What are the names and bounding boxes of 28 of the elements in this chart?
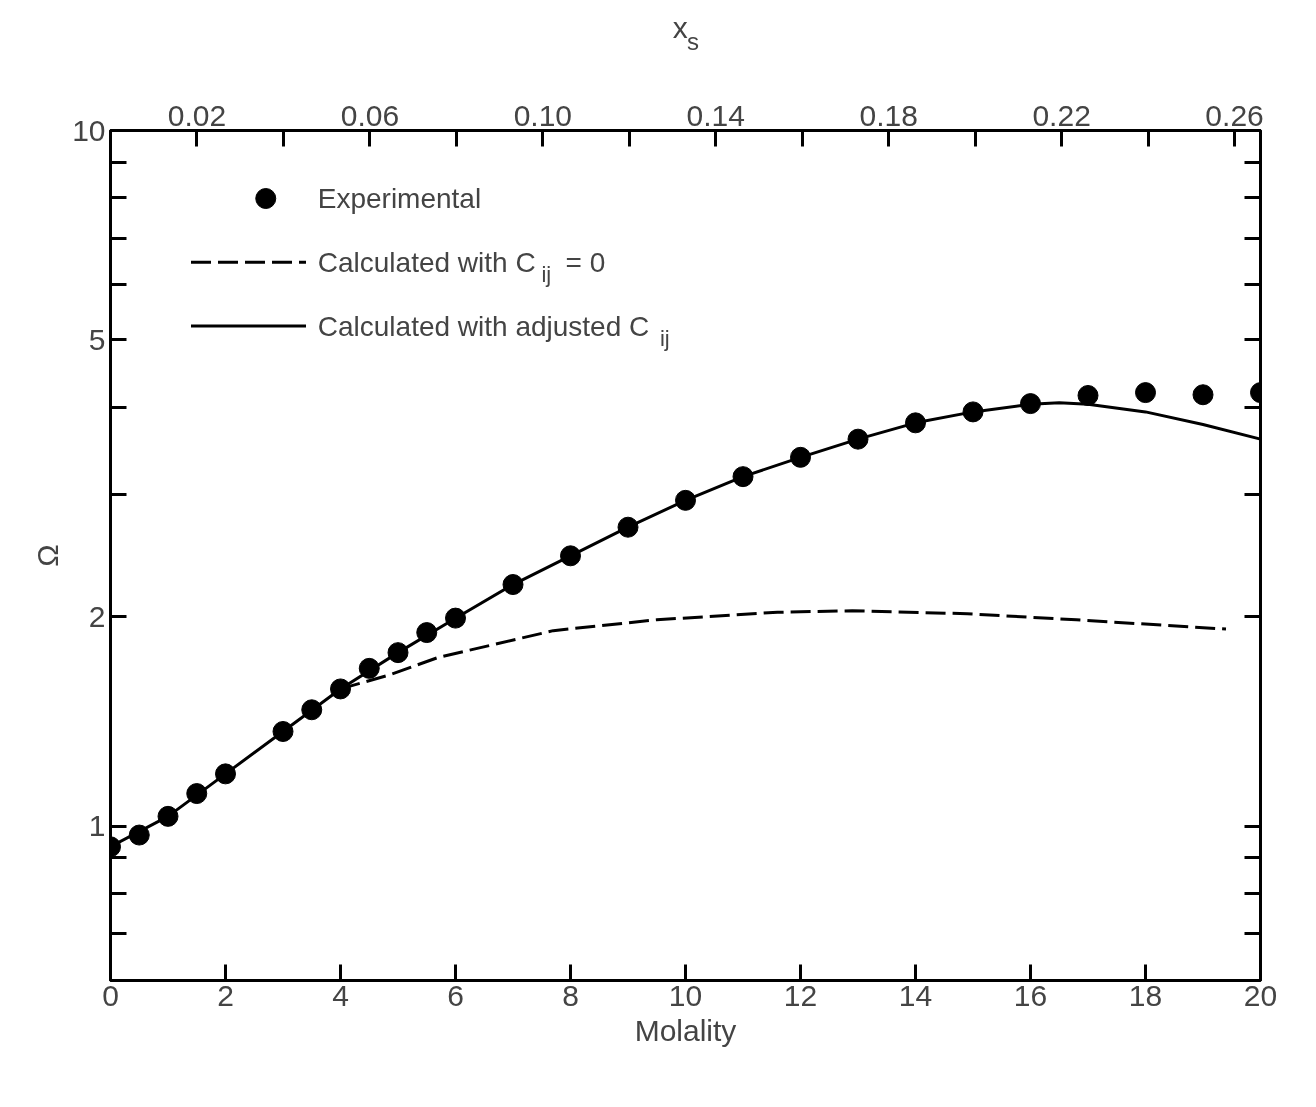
y-axis-title: Ω [31,544,65,567]
y-tick-label: 1 [88,809,106,843]
x2-tick-label: 0.18 [859,98,918,132]
legend-label: Experimental [317,183,482,214]
x2-tick-label: 0.14 [686,98,745,132]
x-tick-label: 12 [783,978,818,1012]
x-tick-label: 8 [562,978,579,1012]
point [1135,382,1156,404]
y-tick-label: 2 [88,599,106,633]
x2-tick-label: 0.06 [340,98,400,132]
x2-tick-label: 0.22 [1032,98,1091,132]
x-tick-label: 18 [1128,978,1163,1012]
x-tick-label: 2 [217,978,234,1012]
x-axis-title: Molality [634,1013,737,1047]
x-tick-label: 20 [1243,978,1278,1012]
point [1077,385,1099,406]
x-tick-label: 6 [447,978,464,1012]
x-tick-label: 16 [1013,978,1048,1012]
y-tick-label: 10 [72,113,106,147]
x-tick-label: 4 [332,978,349,1012]
x-tick-label: 0 [102,978,119,1012]
x2-tick-label: 0.26 [1205,98,1264,132]
x2-tick-label: 0.02 [167,98,227,132]
x-tick-label: 10 [668,978,703,1012]
x2-tick-label: 0.10 [513,98,573,132]
point [1192,384,1214,406]
y-tick-label: 5 [88,322,106,356]
x-tick-label: 14 [898,978,933,1012]
